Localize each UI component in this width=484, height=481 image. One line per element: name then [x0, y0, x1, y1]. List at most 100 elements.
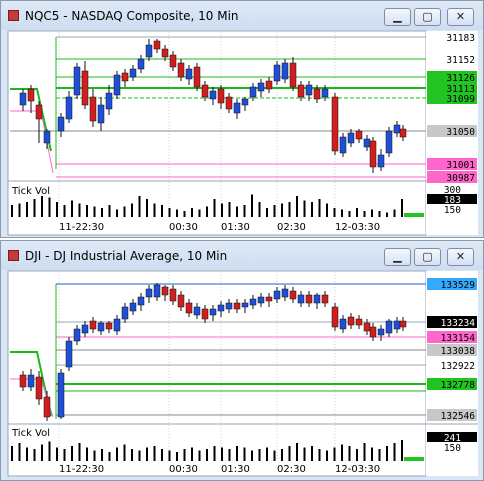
candlestick[interactable] — [225, 299, 233, 313]
candlestick[interactable] — [153, 39, 161, 53]
minimize-button[interactable]: ▁ — [384, 248, 411, 266]
candlestick[interactable] — [289, 57, 297, 91]
candlestick[interactable] — [273, 287, 281, 303]
candlestick[interactable] — [137, 293, 145, 311]
candlestick[interactable] — [369, 323, 377, 341]
plot-area[interactable] — [7, 270, 427, 477]
title-bar[interactable]: DJI - DJ Industrial Average, 10 Min ▁ ▢ … — [1, 241, 483, 270]
candlestick[interactable] — [129, 65, 137, 81]
candlestick[interactable] — [27, 369, 35, 391]
candlestick[interactable] — [257, 293, 265, 307]
candlestick[interactable] — [73, 63, 81, 99]
close-button[interactable]: ✕ — [447, 8, 474, 26]
candlestick[interactable] — [57, 113, 65, 137]
candlestick[interactable] — [321, 85, 329, 101]
title-bar[interactable]: NQC5 - NASDAQ Composite, 10 Min ▁ ▢ ✕ — [1, 1, 483, 30]
candlestick[interactable] — [305, 81, 313, 101]
candlestick[interactable] — [209, 305, 217, 321]
candlestick[interactable] — [73, 325, 81, 345]
candlestick[interactable] — [145, 285, 153, 303]
candlestick[interactable] — [161, 45, 169, 61]
candlestick[interactable] — [65, 91, 73, 123]
candlestick[interactable] — [331, 93, 339, 155]
plot-area[interactable] — [7, 30, 427, 236]
candlestick[interactable] — [355, 129, 363, 143]
candlestick[interactable] — [233, 99, 241, 119]
candlestick[interactable] — [19, 371, 27, 391]
candlestick[interactable] — [369, 137, 377, 173]
candlestick[interactable] — [185, 299, 193, 317]
candlestick[interactable] — [265, 77, 273, 93]
candlestick[interactable] — [377, 325, 385, 341]
candlestick[interactable] — [265, 293, 273, 307]
candlestick[interactable] — [43, 129, 51, 149]
candlestick[interactable] — [35, 371, 43, 405]
candlestick[interactable] — [339, 315, 347, 333]
candlestick[interactable] — [209, 87, 217, 105]
candlestick[interactable] — [241, 299, 249, 313]
candlestick[interactable] — [377, 149, 385, 171]
candlestick[interactable] — [241, 97, 249, 111]
candlestick[interactable] — [281, 285, 289, 301]
candlestick[interactable] — [193, 303, 201, 319]
candlestick[interactable] — [321, 291, 329, 307]
candlestick[interactable] — [185, 65, 193, 85]
candlestick[interactable] — [169, 51, 177, 71]
candlestick[interactable] — [313, 85, 321, 103]
candlestick[interactable] — [305, 291, 313, 307]
candlestick[interactable] — [355, 315, 363, 329]
candlestick[interactable] — [217, 85, 225, 109]
candlestick[interactable] — [289, 287, 297, 303]
candlestick[interactable] — [129, 299, 137, 315]
candlestick[interactable] — [233, 299, 241, 313]
candlestick[interactable] — [43, 391, 51, 421]
candlestick[interactable] — [201, 81, 209, 101]
candlestick[interactable] — [27, 85, 35, 113]
candlestick[interactable] — [89, 317, 97, 333]
candlestick[interactable] — [399, 125, 407, 141]
candlestick[interactable] — [297, 81, 305, 101]
candlestick[interactable] — [105, 321, 113, 333]
candlestick[interactable] — [57, 369, 65, 419]
candlestick[interactable] — [385, 127, 393, 157]
candlestick[interactable] — [313, 293, 321, 309]
candlestick[interactable] — [121, 69, 129, 87]
candlestick[interactable] — [273, 61, 281, 85]
candlestick[interactable] — [81, 321, 89, 337]
candlestick[interactable] — [347, 129, 355, 147]
candlestick[interactable] — [225, 93, 233, 113]
candlestick[interactable] — [177, 291, 185, 311]
candlestick[interactable] — [257, 79, 265, 97]
candlestick[interactable] — [331, 303, 339, 331]
candlestick[interactable] — [177, 59, 185, 81]
candlestick[interactable] — [113, 315, 121, 335]
candlestick[interactable] — [97, 321, 105, 335]
candlestick[interactable] — [217, 301, 225, 317]
candlestick[interactable] — [113, 71, 121, 99]
candlestick[interactable] — [97, 97, 105, 131]
maximize-button[interactable]: ▢ — [414, 8, 441, 26]
candlestick[interactable] — [297, 291, 305, 307]
candlestick[interactable] — [145, 39, 153, 61]
maximize-button[interactable]: ▢ — [414, 248, 441, 266]
close-button[interactable]: ✕ — [447, 248, 474, 266]
chart-window-nqc5[interactable]: NQC5 - NASDAQ Composite, 10 Min ▁ ▢ ✕ 31… — [0, 0, 484, 238]
minimize-button[interactable]: ▁ — [384, 8, 411, 26]
candlestick[interactable] — [193, 63, 201, 91]
candlestick[interactable] — [19, 89, 27, 111]
candlestick[interactable] — [161, 285, 169, 301]
candlestick[interactable] — [249, 83, 257, 101]
candlestick[interactable] — [89, 89, 97, 127]
candlestick[interactable] — [249, 295, 257, 309]
candlestick[interactable] — [121, 303, 129, 323]
candlestick[interactable] — [105, 85, 113, 115]
candlestick[interactable] — [399, 317, 407, 331]
candlestick[interactable] — [153, 283, 161, 301]
candlestick[interactable] — [347, 313, 355, 329]
candlestick[interactable] — [81, 61, 89, 109]
candlestick[interactable] — [281, 59, 289, 83]
candlestick[interactable] — [137, 55, 145, 73]
candlestick[interactable] — [339, 133, 347, 157]
candlestick[interactable] — [385, 319, 393, 337]
